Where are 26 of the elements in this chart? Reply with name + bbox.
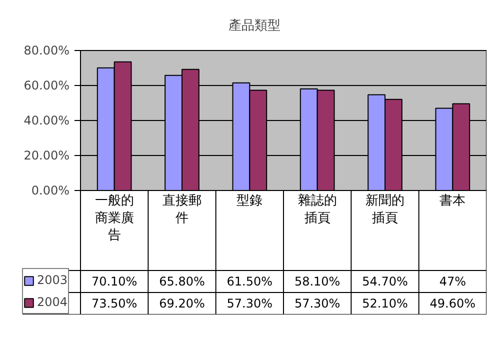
x-tick-label: 直接郵件	[162, 194, 202, 226]
legend-label: 2003	[37, 272, 68, 289]
data-label: 57.30%	[294, 296, 340, 310]
data-label: 52.10%	[362, 296, 408, 310]
chart-title: 產品類型	[228, 18, 280, 34]
data-label: 69.20%	[159, 296, 205, 310]
x-tick-label: 型錄	[236, 194, 263, 208]
legend-label: 2004	[37, 294, 68, 311]
y-tick-label: 60.00%	[24, 78, 70, 92]
data-label: 70.10%	[91, 274, 138, 288]
y-tick-label: 20.00%	[24, 148, 70, 162]
data-label: 61.50%	[226, 274, 273, 288]
data-label: 49.60%	[430, 296, 476, 310]
data-label: 47%	[439, 274, 466, 288]
y-tick-label: 0.00%	[31, 184, 70, 198]
y-tick-label: 80.00%	[24, 44, 70, 58]
x-tick-label: 新聞的插頁	[366, 194, 404, 226]
data-label: 73.50%	[91, 296, 138, 310]
x-tick-label: 雜誌的插頁	[298, 194, 337, 226]
data-label: 58.10%	[294, 274, 340, 288]
x-tick-label: 書本	[440, 194, 466, 208]
y-tick-label: 40.00%	[24, 114, 70, 128]
x-tick-label: 一般的商業廣告	[94, 194, 134, 243]
data-label: 65.80%	[159, 274, 205, 288]
data-label: 54.70%	[362, 274, 408, 288]
data-label: 57.30%	[226, 296, 273, 310]
